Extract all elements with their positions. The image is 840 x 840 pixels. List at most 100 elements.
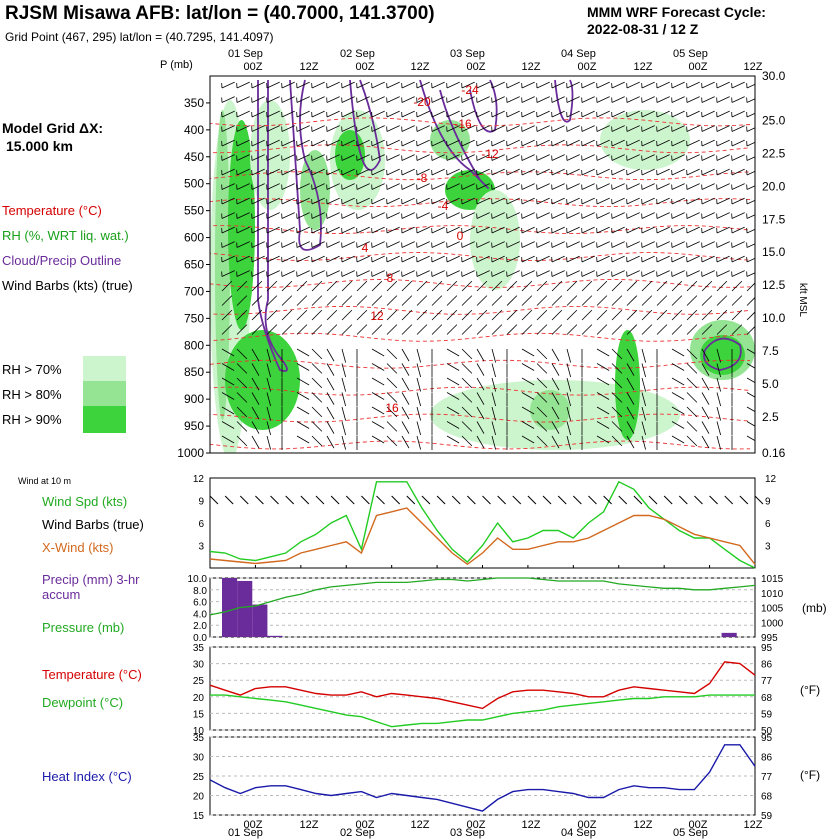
wind-barb (266, 154, 280, 161)
temp-label: 0 (457, 229, 464, 243)
wind-barb (281, 197, 295, 205)
pressure-tick-label: 995 (761, 633, 778, 644)
y-tick-label: 20 (193, 792, 205, 803)
hour-label-bottom: 12Z (634, 819, 653, 831)
y-tick-label: 350 (184, 96, 204, 110)
wind-barb (236, 421, 248, 432)
wind-barb (491, 324, 503, 335)
wind-barb (266, 406, 272, 421)
wind-barb (341, 81, 355, 89)
wind-barb (446, 197, 460, 205)
wind-barb (656, 139, 670, 147)
wind-barb (311, 168, 325, 176)
wind-barb (386, 280, 398, 292)
y-tick-label: 8.0 (193, 586, 207, 597)
wind-barb (671, 197, 685, 205)
wind-barb (611, 280, 623, 292)
wind-barb (626, 295, 638, 306)
hour-label-top: 00Z (244, 61, 263, 73)
temp-label: -16 (454, 117, 472, 131)
y2-tick-label: 12.5 (762, 278, 786, 292)
pressure-line (209, 577, 756, 616)
wind-barb (476, 212, 490, 219)
wind-barb (701, 324, 713, 335)
wind-barb (596, 270, 610, 277)
wind-barb (746, 156, 755, 161)
wind-barb (656, 255, 670, 263)
cross-section-fill (210, 79, 755, 453)
wind-barb (491, 197, 505, 205)
wind-barb (476, 168, 490, 176)
wind-barb (386, 406, 398, 418)
cross-section-ylabel: P (mb) (160, 59, 193, 71)
wind-barb (221, 295, 233, 306)
wind-barb (626, 435, 635, 449)
wind-barb (566, 295, 578, 306)
precip-legend: Precip (mm) 3-hr accum (42, 572, 172, 602)
temp-label: -24 (461, 83, 479, 97)
wind-barb (596, 241, 610, 248)
wind-barb (416, 154, 430, 161)
y2-tick-label: 86 (761, 753, 773, 764)
wind-barb (341, 270, 355, 277)
wind-barb (581, 212, 595, 219)
wind-barb (476, 280, 488, 292)
wind-barb (431, 197, 445, 205)
precip-bar-4 (721, 632, 737, 637)
wind-barb (311, 435, 323, 447)
wind-barb (581, 110, 595, 118)
wind-barb (356, 81, 370, 89)
wind-barb (296, 125, 310, 132)
wind-barb (266, 96, 280, 103)
temp-contour-13 (210, 440, 751, 450)
wind-barb (341, 226, 355, 234)
wind-barb (491, 435, 497, 450)
wind-barb (416, 96, 430, 103)
wind-barb (491, 139, 505, 147)
wind-barb (731, 241, 745, 248)
wind-barb (611, 392, 623, 403)
y-tick-label: 700 (184, 284, 204, 298)
wind-barb (251, 270, 265, 277)
wind-barb (401, 421, 410, 434)
wind-barb (341, 280, 353, 292)
wind-barb (326, 81, 340, 89)
wind-barb (506, 212, 520, 219)
wind-barb (221, 270, 235, 277)
wind-barb (491, 421, 497, 436)
wind-barb (341, 154, 355, 161)
y-tick-label: 30 (193, 660, 205, 671)
wind-barb (626, 110, 640, 118)
wind-barb (641, 377, 647, 392)
date-label-bottom: 01 Sep (228, 827, 263, 839)
series-line-0 (209, 661, 756, 710)
wind-barb (521, 125, 535, 132)
rh-key-80-swatch (83, 381, 126, 406)
y-tick-label: 4.0 (193, 609, 207, 620)
wind-barb (236, 435, 248, 447)
wind-barb (386, 392, 398, 403)
wind-barb (746, 185, 755, 190)
y2-tick-label: 86 (761, 660, 773, 671)
wind-barb (401, 255, 415, 263)
wind-barb (386, 324, 398, 335)
wind-barb (506, 255, 520, 263)
wind-barb (671, 81, 685, 89)
hour-label-bottom: 00Z (578, 819, 597, 831)
wind-barb (536, 324, 548, 335)
wind-barb (536, 280, 548, 292)
temp-contour-5 (210, 225, 751, 235)
wind-barb (416, 295, 428, 306)
wind-barb (626, 363, 635, 376)
wind-barb (296, 309, 308, 321)
surface-wind-barb (527, 495, 537, 505)
wind-barb (221, 212, 235, 219)
wind-barb (656, 96, 670, 103)
wind-barb (536, 435, 548, 447)
wind-barb (266, 241, 280, 248)
wind-barb (566, 212, 580, 219)
wind-barb (596, 154, 610, 161)
wind-barb (731, 154, 745, 161)
wind-barb (611, 255, 625, 263)
wind-barb (671, 139, 685, 147)
